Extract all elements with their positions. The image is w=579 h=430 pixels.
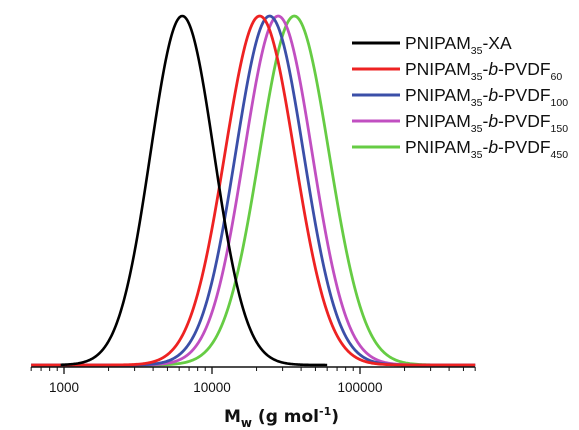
legend-label: PNIPAM35-b-PVDF150 bbox=[405, 111, 568, 135]
curves bbox=[31, 14, 476, 367]
x-tick-label: 10000 bbox=[193, 380, 231, 395]
legend-label: PNIPAM35-b-PVDF60 bbox=[405, 59, 562, 83]
legend-item: PNIPAM35-b-PVDF60 bbox=[352, 59, 562, 83]
legend-label-part: 450 bbox=[551, 149, 569, 161]
x-axis-title-symbol: M bbox=[224, 407, 241, 427]
legend-item: PNIPAM35-XA bbox=[352, 33, 512, 57]
legend-label-part: -PVDF bbox=[498, 111, 551, 131]
legend-label-part: - bbox=[482, 85, 488, 105]
legend-label-part: 35 bbox=[471, 97, 483, 109]
legend-label-part: 35 bbox=[471, 45, 483, 57]
legend-label-part: -PVDF bbox=[498, 85, 551, 105]
legend-label-part: - bbox=[482, 137, 488, 157]
legend-label-part: PNIPAM bbox=[405, 111, 471, 131]
legend-label: PNIPAM35-b-PVDF450 bbox=[405, 137, 568, 161]
x-tick-labels: 1000 10000 100000 bbox=[49, 380, 383, 395]
series-line-1 bbox=[60, 14, 328, 367]
legend: PNIPAM35-XAPNIPAM35-b-PVDF60PNIPAM35-b-P… bbox=[352, 33, 568, 161]
legend-label-part: 60 bbox=[551, 71, 563, 83]
legend-item: PNIPAM35-b-PVDF450 bbox=[352, 137, 568, 161]
legend-label-part: - bbox=[482, 111, 488, 131]
legend-label-part: -PVDF bbox=[498, 59, 551, 79]
legend-label-part: 35 bbox=[471, 123, 483, 135]
legend-label-part: b bbox=[488, 85, 498, 105]
series-line-2 bbox=[31, 14, 476, 367]
legend-label-part: PNIPAM bbox=[405, 33, 471, 53]
legend-label: PNIPAM35-b-PVDF100 bbox=[405, 85, 568, 109]
legend-label-part: b bbox=[488, 137, 498, 157]
legend-label-part: - bbox=[482, 59, 488, 79]
legend-label-part: 35 bbox=[471, 149, 483, 161]
legend-label-part: PNIPAM bbox=[405, 59, 471, 79]
x-tick-label: 1000 bbox=[49, 380, 79, 395]
legend-label-part: 100 bbox=[551, 97, 569, 109]
x-axis-title-subscript: w bbox=[241, 416, 252, 430]
legend-label-part: -PVDF bbox=[498, 137, 551, 157]
legend-item: PNIPAM35-b-PVDF150 bbox=[352, 111, 568, 135]
x-axis-title: Mw (g mol-1) bbox=[224, 405, 339, 430]
x-axis-title-close: ) bbox=[331, 407, 339, 427]
x-axis: 1000 10000 100000 bbox=[30, 366, 476, 395]
legend-label: PNIPAM35-XA bbox=[405, 33, 512, 57]
legend-label-part: 35 bbox=[471, 71, 483, 83]
legend-label-part: b bbox=[488, 59, 498, 79]
legend-label-part: PNIPAM bbox=[405, 85, 471, 105]
legend-item: PNIPAM35-b-PVDF100 bbox=[352, 85, 568, 109]
legend-label-part: PNIPAM bbox=[405, 137, 471, 157]
x-tick-label: 100000 bbox=[337, 380, 382, 395]
legend-label-part: 150 bbox=[551, 123, 569, 135]
legend-label-part: b bbox=[488, 111, 498, 131]
x-ticks bbox=[30, 367, 476, 374]
x-axis-title-superscript: -1 bbox=[319, 405, 331, 418]
x-axis-title-unit: (g mol bbox=[252, 407, 319, 427]
legend-label-part: -XA bbox=[482, 33, 512, 53]
